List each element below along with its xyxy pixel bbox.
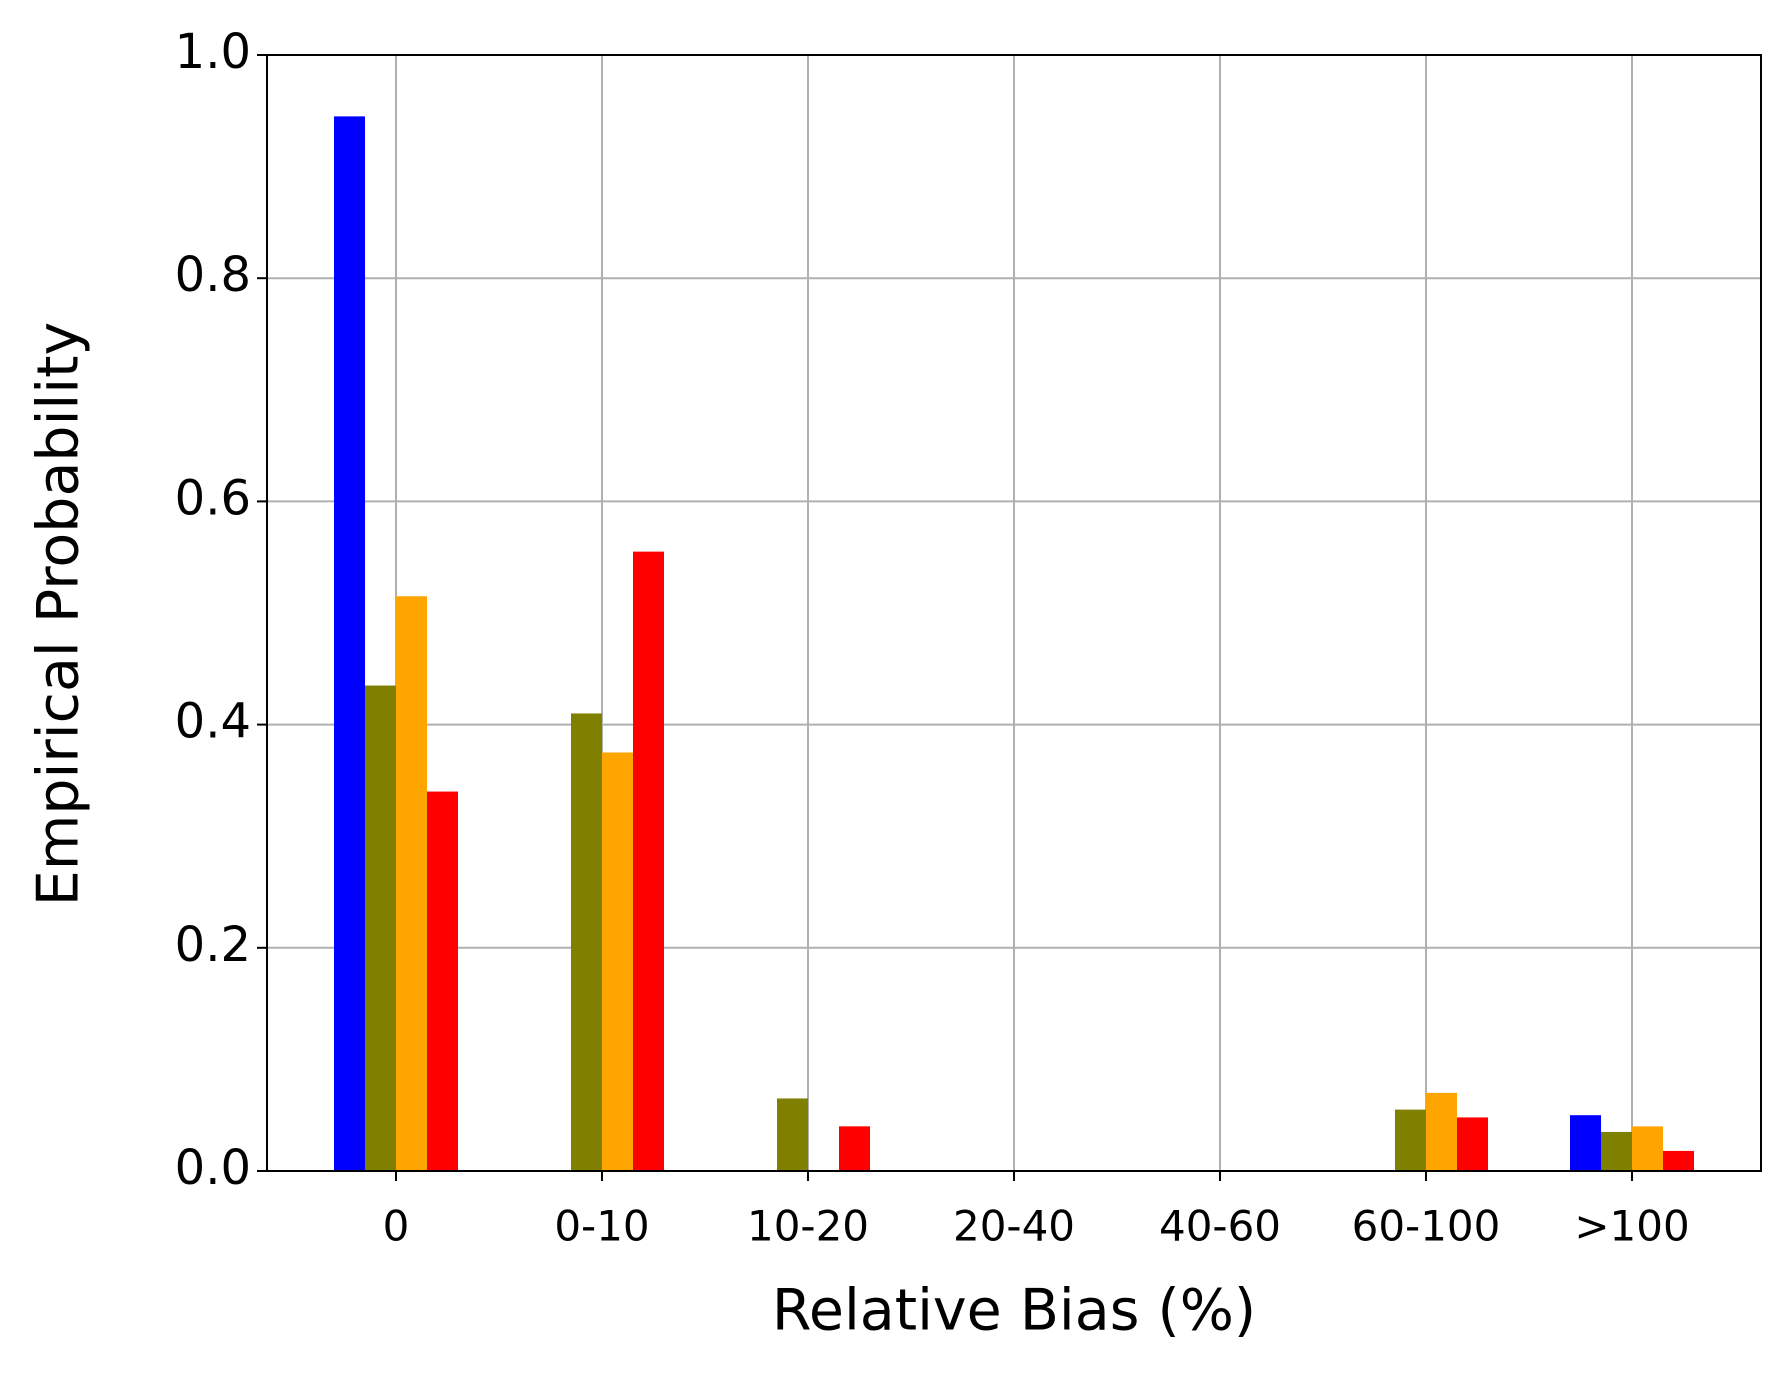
bar: [1570, 1115, 1601, 1171]
bar: [1663, 1150, 1694, 1171]
bar: [334, 116, 365, 1171]
bar: [602, 752, 633, 1171]
x-tick-label: 0: [383, 1202, 410, 1251]
bar: [396, 596, 427, 1171]
x-tick-label: 40-60: [1159, 1202, 1281, 1251]
y-tick-label: 1.0: [175, 24, 251, 80]
bar: [777, 1098, 808, 1171]
y-tick-label: 0.4: [175, 694, 251, 750]
y-tick-label: 0.6: [175, 470, 251, 526]
bar: [1395, 1109, 1426, 1171]
x-tick-label: >100: [1574, 1202, 1689, 1251]
x-tick-label: 20-40: [953, 1202, 1075, 1251]
y-tick-label: 0.2: [175, 917, 251, 973]
bar: [427, 791, 458, 1171]
bar: [839, 1126, 870, 1171]
bar: [365, 685, 396, 1171]
x-tick-label: 60-100: [1352, 1202, 1501, 1251]
x-tick-label: 10-20: [747, 1202, 869, 1251]
y-tick-label: 0.8: [175, 247, 251, 303]
bar: [1601, 1131, 1632, 1171]
bar: [1457, 1117, 1488, 1171]
x-tick-label: 0-10: [554, 1202, 649, 1251]
x-axis-label: Relative Bias (%): [772, 1278, 1256, 1344]
bar: [633, 551, 664, 1171]
bar: [1426, 1092, 1457, 1171]
plot-frame: [266, 54, 1762, 1172]
y-axis-label: Empirical Probability: [26, 322, 92, 906]
y-tick-label: 0.0: [175, 1140, 251, 1196]
bar: [571, 713, 602, 1171]
bar: [1632, 1126, 1663, 1171]
